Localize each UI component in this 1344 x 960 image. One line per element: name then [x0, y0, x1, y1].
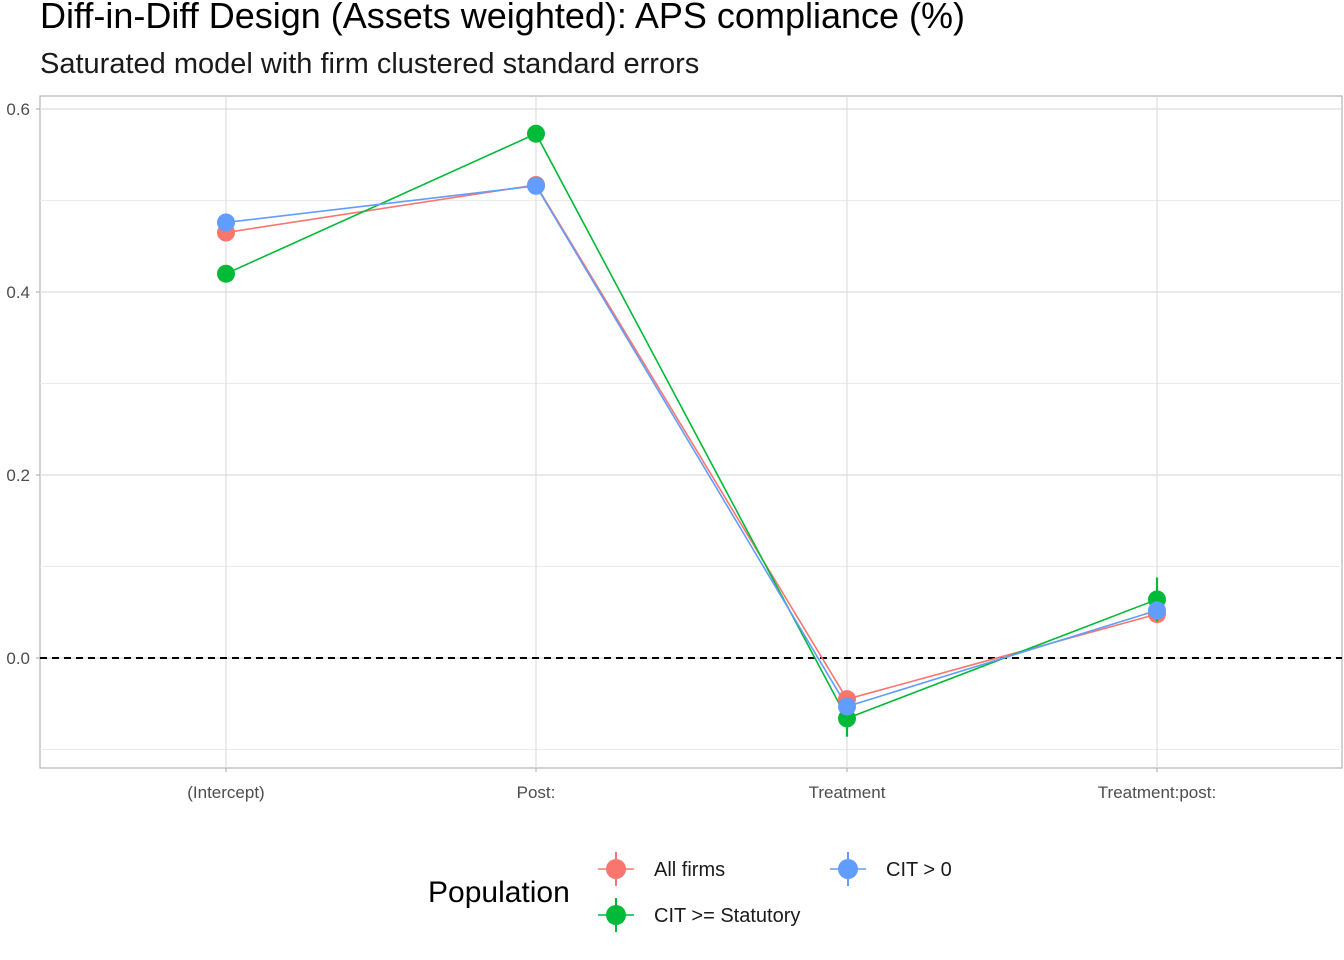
legend-label-cit-positive: CIT > 0	[886, 859, 952, 881]
legend-key-point-cit-statutory	[606, 905, 626, 925]
chart-subtitle: Saturated model with firm clustered stan…	[40, 48, 700, 80]
legend-key-point-all-firms	[606, 859, 626, 879]
y-tick-label: 0.6	[6, 100, 30, 119]
legend-title: Population	[428, 876, 570, 909]
series-line-cit-0	[225, 185, 1158, 708]
data-point-cit-statutory	[217, 264, 235, 283]
x-tick-label: Treatment	[809, 783, 886, 802]
chart-title: Diff-in-Diff Design (Assets weighted): A…	[40, 0, 966, 36]
panel-border	[39, 95, 1343, 769]
data-point-cit-0	[1148, 601, 1166, 620]
y-tick-label: 0.4	[6, 283, 30, 302]
legend-label-all-firms: All firms	[654, 859, 726, 881]
data-point-cit-0	[527, 176, 545, 195]
series-line-cit-statutory	[225, 132, 1158, 720]
series-line-all-firms	[225, 184, 1158, 701]
data-point-cit-0	[217, 213, 235, 232]
y-tick-label: 0.2	[6, 466, 30, 485]
legend-keys	[598, 852, 866, 932]
x-tick-label: (Intercept)	[187, 783, 264, 802]
x-tick-label: Treatment:post:	[1098, 783, 1216, 802]
x-tick-label: Post:	[517, 783, 556, 802]
axis: 0.0 0.2 0.4 0.6 (Intercept) Post: Treatment Tre…	[6, 100, 1216, 802]
grid-lines	[39, 95, 1343, 769]
y-tick-label: 0.0	[6, 649, 30, 668]
legend-label-cit-statutory: CIT >= Statutory	[654, 905, 801, 927]
series	[217, 124, 1166, 737]
legend-key-point-cit-0	[838, 859, 858, 879]
data-point-cit-statutory	[527, 124, 545, 143]
data-point-cit-0	[838, 697, 856, 716]
